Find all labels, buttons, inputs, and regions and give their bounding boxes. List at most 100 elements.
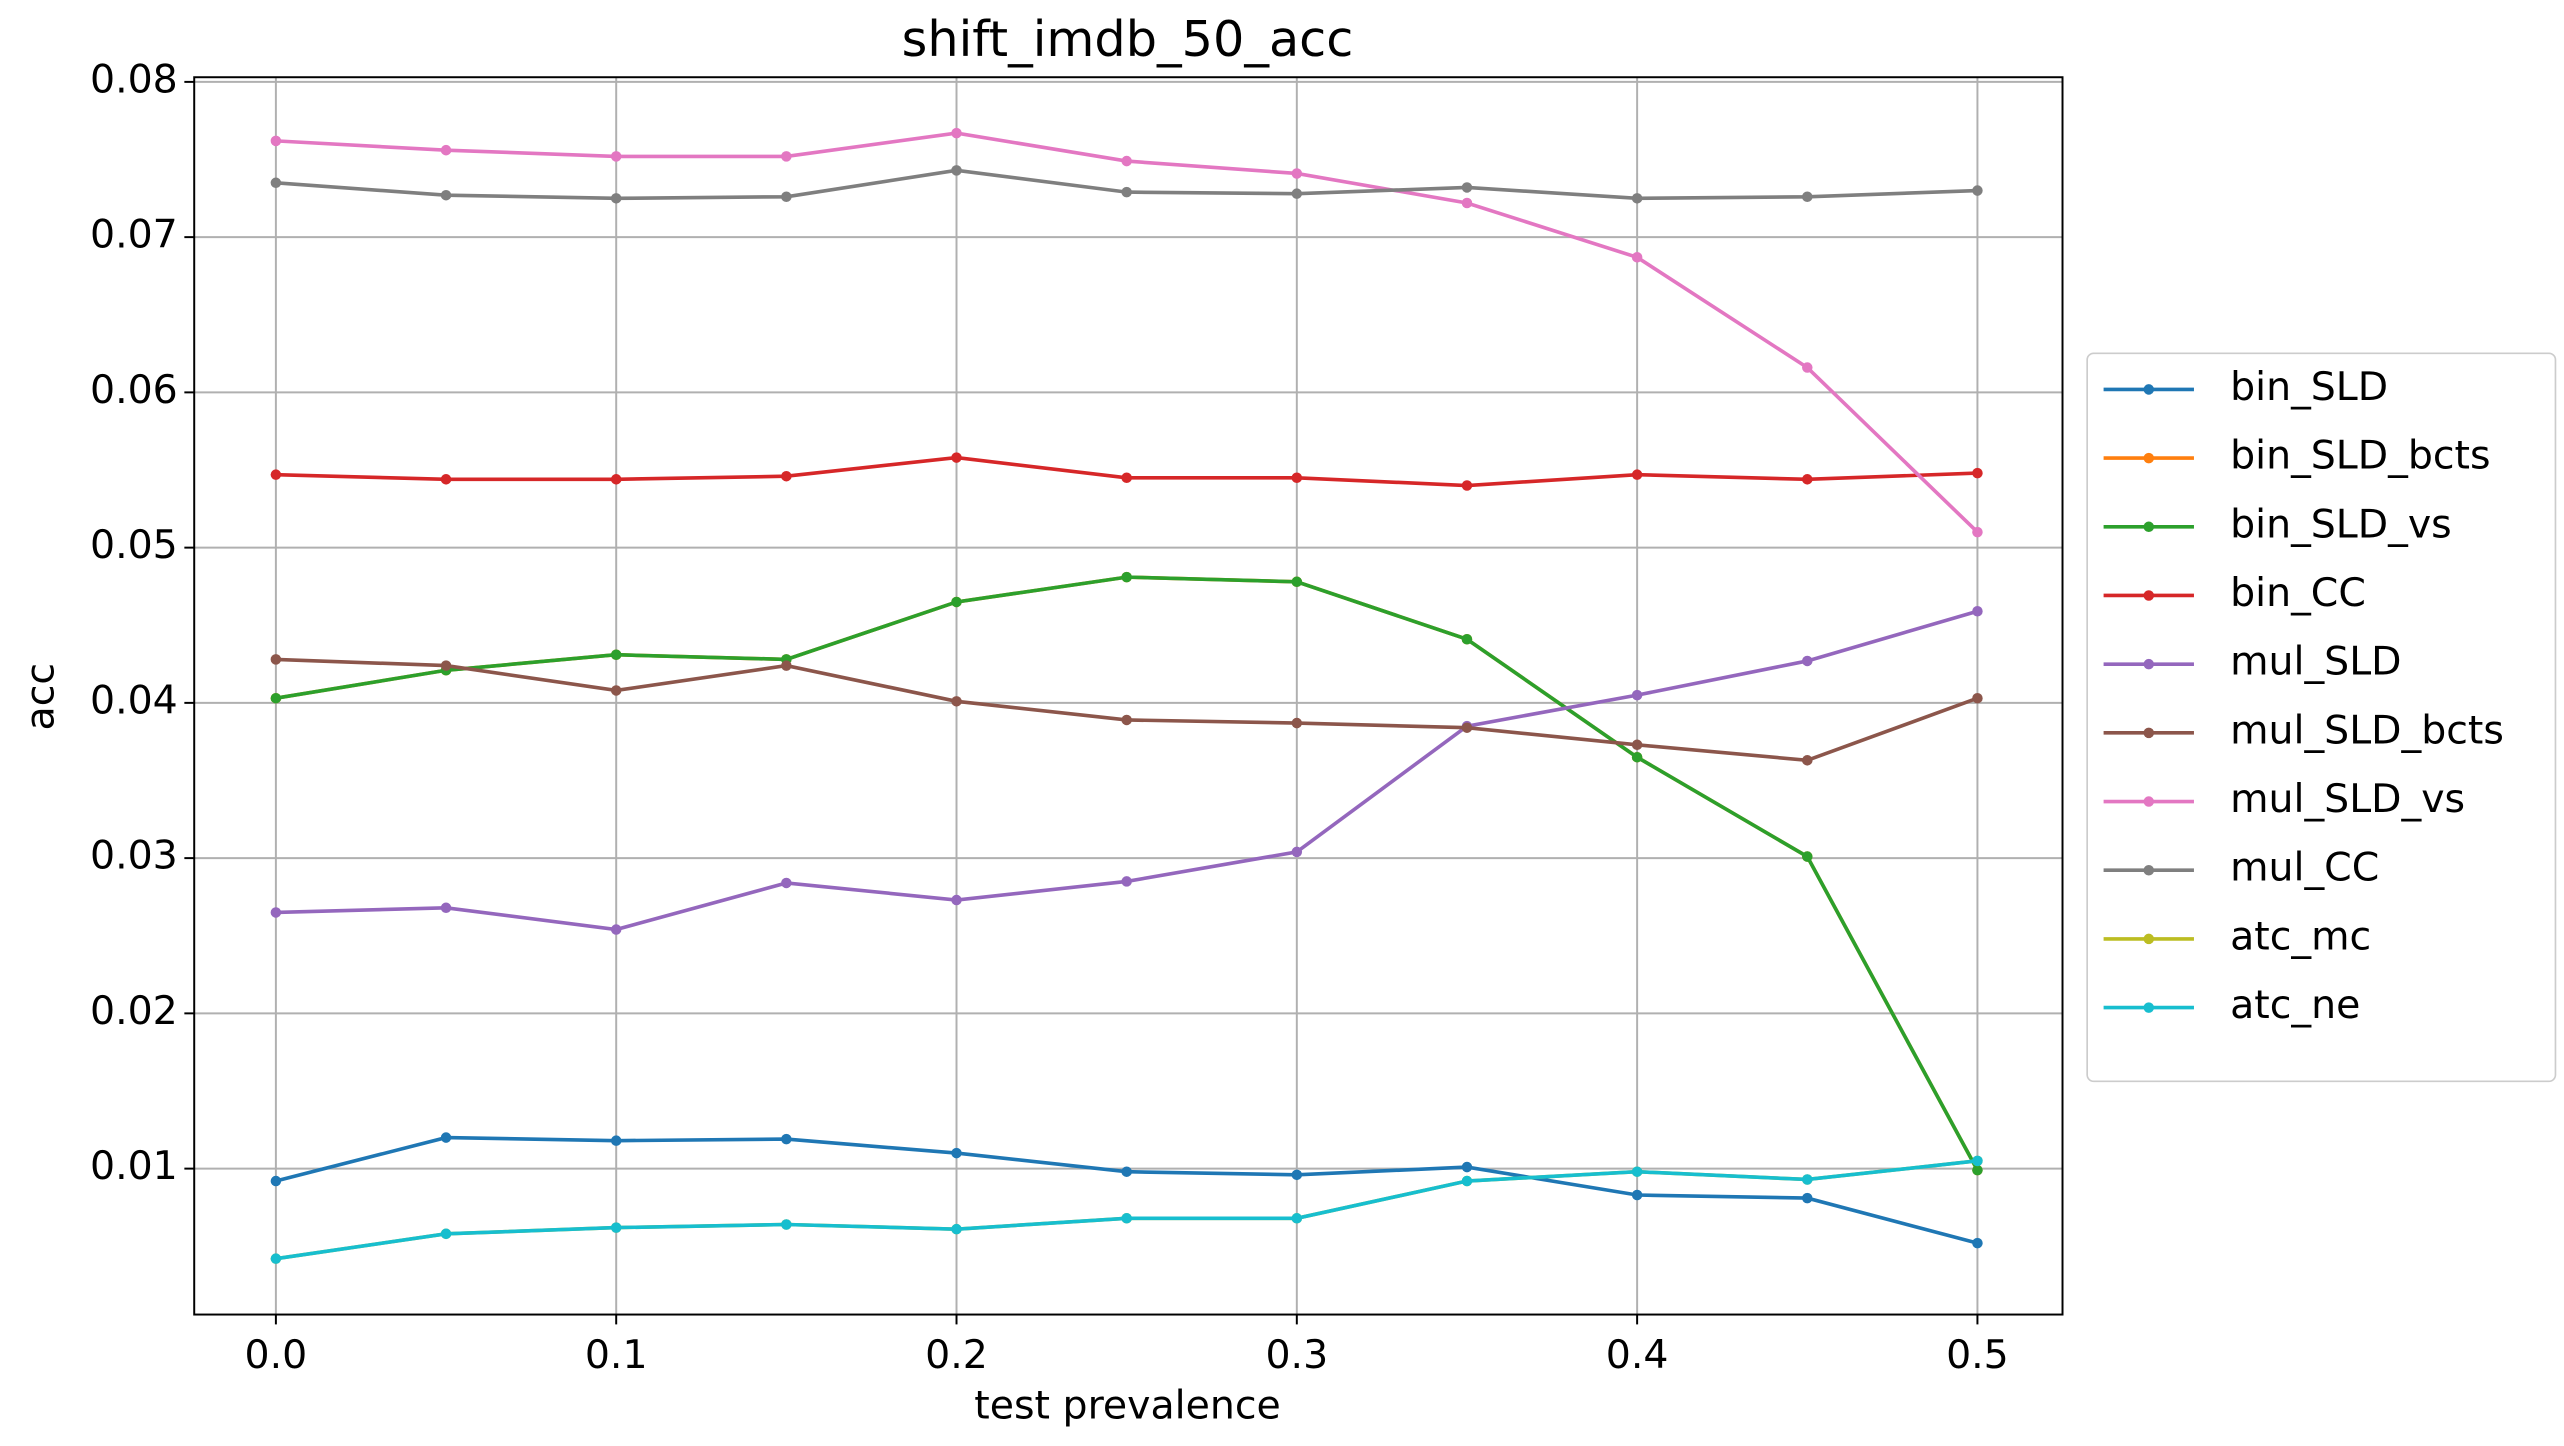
legend-label: mul_SLD_vs [2230, 776, 2465, 822]
legend-marker [2143, 933, 2155, 945]
data-point [1291, 576, 1303, 588]
data-point [610, 1222, 622, 1233]
data-point [1291, 188, 1303, 199]
legend-box [2086, 352, 2557, 1083]
legend-marker [2143, 864, 2155, 876]
data-point [440, 144, 452, 156]
data-point [1631, 193, 1643, 204]
data-point [1291, 846, 1303, 858]
data-point [1972, 1237, 1983, 1249]
legend-label: mul_CC [2230, 845, 2379, 891]
data-point [1631, 1166, 1643, 1177]
data-point [1631, 1189, 1643, 1201]
data-point [1972, 526, 1983, 538]
x-tick-label: 0.5 [1946, 1332, 2009, 1378]
data-point [1121, 186, 1132, 198]
series-line [275, 575, 1980, 1172]
data-point [270, 135, 282, 147]
data-point [781, 660, 792, 671]
data-point [270, 469, 282, 480]
data-point [781, 191, 792, 203]
data-point [1631, 739, 1643, 751]
legend-marker [2143, 727, 2155, 739]
y-tick-label: 0.01 [90, 1143, 178, 1189]
x-tick-label: 0.1 [585, 1332, 648, 1378]
data-point [1121, 1166, 1132, 1177]
data-point [1972, 1164, 1983, 1176]
data-point [1291, 717, 1303, 729]
data-point [1461, 633, 1473, 645]
data-point [270, 692, 282, 704]
data-point [1121, 155, 1132, 167]
data-point [1802, 474, 1813, 485]
data-point [1802, 851, 1813, 862]
chart-title: shift_imdb_50_acc [902, 10, 1354, 68]
data-point [610, 151, 622, 162]
data-point [1802, 1174, 1813, 1185]
data-point [1461, 1161, 1473, 1173]
x-tick-label: 0.2 [925, 1332, 988, 1378]
data-point [1802, 191, 1813, 203]
data-point [951, 1223, 962, 1235]
y-tick-label: 0.02 [90, 988, 178, 1034]
y-tick-label: 0.04 [90, 677, 178, 723]
legend-marker [2143, 658, 2155, 670]
data-point [951, 127, 962, 139]
data-point [951, 894, 962, 906]
data-point [610, 685, 622, 696]
data-point [1461, 182, 1473, 193]
data-point [610, 1135, 622, 1146]
legend-marker [2143, 590, 2155, 601]
data-point [951, 696, 962, 707]
data-point [270, 177, 282, 189]
legend-marker [2143, 796, 2155, 807]
data-point [1972, 467, 1983, 479]
data-point [1291, 1213, 1303, 1224]
series-line [275, 1135, 1978, 1245]
data-point [610, 924, 622, 935]
data-point [1461, 1175, 1473, 1187]
data-point [1291, 168, 1303, 179]
x-tick-label: 0.3 [1265, 1332, 1328, 1378]
data-point [440, 474, 452, 485]
legend-marker [2143, 1002, 2155, 1013]
data-point [1461, 480, 1473, 491]
data-point [781, 877, 792, 889]
legend-label: bin_CC [2230, 570, 2366, 616]
series-line [275, 657, 1979, 763]
data-point [781, 1219, 792, 1230]
y-tick-label: 0.07 [90, 212, 178, 258]
legend-label: bin_SLD [2230, 364, 2388, 410]
x-tick-label: 0.0 [245, 1332, 308, 1378]
legend-label: bin_SLD_bcts [2230, 433, 2490, 479]
data-point [1972, 185, 1983, 196]
data-point [951, 1147, 962, 1159]
data-point [270, 1175, 282, 1187]
data-point [1291, 472, 1303, 484]
y-tick-label: 0.03 [90, 833, 178, 879]
data-point [1121, 1213, 1132, 1224]
data-point [1631, 689, 1643, 701]
data-point [1972, 692, 1983, 704]
data-point [951, 596, 962, 608]
data-point [440, 1132, 452, 1143]
data-point [1631, 469, 1643, 480]
y-tick-label: 0.06 [90, 367, 178, 413]
data-point [440, 660, 452, 671]
data-point [1461, 722, 1473, 733]
data-point [1972, 606, 1983, 617]
data-point [1461, 197, 1473, 209]
y-axis-label: acc [18, 663, 64, 731]
data-point [1802, 755, 1813, 766]
data-point [270, 654, 282, 665]
data-point [610, 193, 622, 204]
data-point [1802, 1192, 1813, 1204]
legend-label: atc_ne [2230, 982, 2360, 1028]
legend-label: mul_SLD [2230, 639, 2401, 685]
series-line [275, 575, 1980, 1172]
data-point [781, 1133, 792, 1145]
data-point [1802, 362, 1813, 373]
plot-frame [193, 76, 2064, 1316]
x-tick-label: 0.4 [1606, 1332, 1669, 1378]
